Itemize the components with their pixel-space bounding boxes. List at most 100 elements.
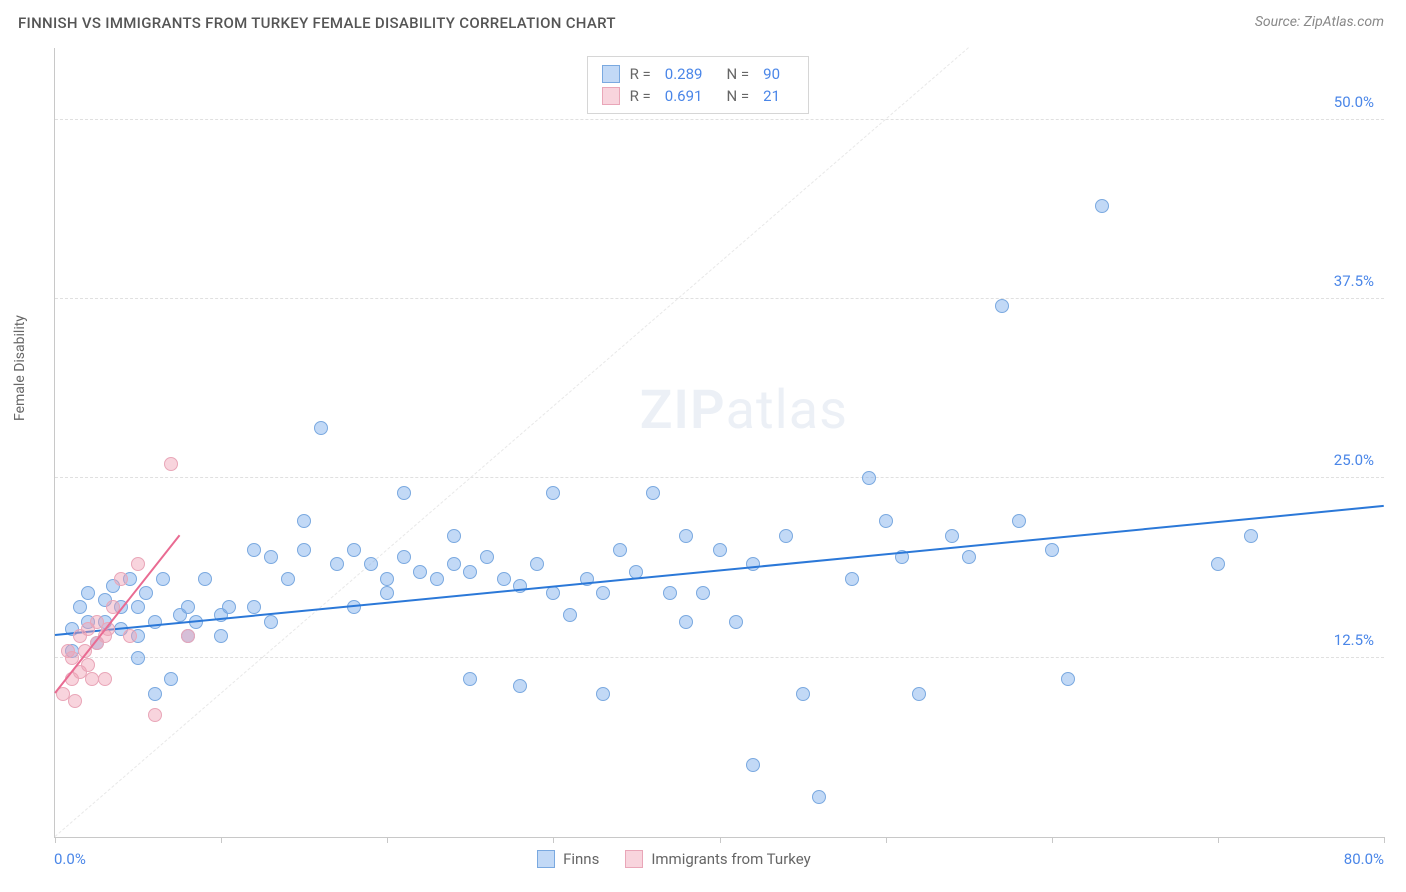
- legend-label: Immigrants from Turkey: [651, 850, 810, 868]
- x-tick: [720, 837, 721, 843]
- data-point: [131, 600, 145, 614]
- trend-line: [54, 534, 180, 693]
- data-point: [181, 600, 195, 614]
- legend-swatch: [602, 87, 620, 105]
- data-point: [181, 629, 195, 643]
- data-point: [131, 557, 145, 571]
- x-tick: [553, 837, 554, 843]
- data-point: [297, 514, 311, 528]
- data-point: [1045, 543, 1059, 557]
- data-point: [746, 557, 760, 571]
- data-point: [347, 600, 361, 614]
- data-point: [1244, 529, 1258, 543]
- y-tick-label: 37.5%: [1334, 272, 1374, 290]
- data-point: [812, 790, 826, 804]
- r-label: R =: [630, 87, 651, 105]
- gridline: [55, 657, 1384, 658]
- data-point: [596, 687, 610, 701]
- data-point: [995, 299, 1009, 313]
- data-point: [123, 629, 137, 643]
- data-point: [131, 651, 145, 665]
- data-point: [222, 600, 236, 614]
- watermark: ZIPatlas: [640, 379, 848, 442]
- data-point: [139, 586, 153, 600]
- legend-swatch: [537, 850, 555, 868]
- data-point: [1095, 199, 1109, 213]
- n-label: N =: [726, 65, 749, 83]
- data-point: [546, 486, 560, 500]
- x-tick: [387, 837, 388, 843]
- correlation-row: R =0.691N =21: [602, 85, 794, 107]
- y-tick-label: 50.0%: [1334, 93, 1374, 111]
- data-point: [663, 586, 677, 600]
- data-point: [281, 572, 295, 586]
- data-point: [596, 586, 610, 600]
- data-point: [447, 557, 461, 571]
- data-point: [297, 543, 311, 557]
- x-axis-start-label: 0.0%: [54, 850, 86, 868]
- data-point: [264, 550, 278, 564]
- data-point: [347, 543, 361, 557]
- gridline: [55, 298, 1384, 299]
- n-value: 90: [763, 65, 780, 83]
- data-point: [845, 572, 859, 586]
- data-point: [85, 672, 99, 686]
- data-point: [879, 514, 893, 528]
- correlation-legend: R =0.289N =90R =0.691N =21: [587, 56, 809, 114]
- x-tick: [886, 837, 887, 843]
- header: FINNISH VS IMMIGRANTS FROM TURKEY FEMALE…: [0, 0, 1406, 42]
- x-tick: [221, 837, 222, 843]
- data-point: [114, 572, 128, 586]
- y-tick-label: 25.0%: [1334, 451, 1374, 469]
- data-point: [156, 572, 170, 586]
- data-point: [646, 486, 660, 500]
- data-point: [679, 615, 693, 629]
- x-tick: [55, 837, 56, 843]
- x-tick: [1218, 837, 1219, 843]
- data-point: [862, 471, 876, 485]
- x-tick: [1052, 837, 1053, 843]
- data-point: [397, 550, 411, 564]
- data-point: [613, 543, 627, 557]
- data-point: [164, 457, 178, 471]
- data-point: [463, 565, 477, 579]
- data-point: [380, 586, 394, 600]
- data-point: [563, 608, 577, 622]
- data-point: [68, 694, 82, 708]
- gridline: [55, 477, 1384, 478]
- data-point: [164, 672, 178, 686]
- data-point: [696, 586, 710, 600]
- data-point: [264, 615, 278, 629]
- data-point: [247, 543, 261, 557]
- gridline: [55, 119, 1384, 120]
- data-point: [447, 529, 461, 543]
- data-point: [945, 529, 959, 543]
- data-point: [779, 529, 793, 543]
- data-point: [314, 421, 328, 435]
- legend-label: Finns: [563, 850, 599, 868]
- y-axis-label: Female Disability: [12, 315, 28, 421]
- trend-line: [55, 505, 1384, 636]
- data-point: [713, 543, 727, 557]
- data-point: [912, 687, 926, 701]
- correlation-row: R =0.289N =90: [602, 63, 794, 85]
- data-point: [497, 572, 511, 586]
- data-point: [81, 658, 95, 672]
- data-point: [364, 557, 378, 571]
- data-point: [247, 600, 261, 614]
- data-point: [73, 600, 87, 614]
- data-point: [214, 629, 228, 643]
- data-point: [1211, 557, 1225, 571]
- data-point: [148, 708, 162, 722]
- legend-swatch: [625, 850, 643, 868]
- data-point: [746, 758, 760, 772]
- source-label: Source: ZipAtlas.com: [1255, 14, 1384, 30]
- r-value: 0.289: [665, 65, 703, 83]
- data-point: [796, 687, 810, 701]
- data-point: [729, 615, 743, 629]
- r-value: 0.691: [665, 87, 703, 105]
- y-tick-label: 12.5%: [1334, 631, 1374, 649]
- data-point: [397, 486, 411, 500]
- data-point: [413, 565, 427, 579]
- diagonal-reference-line: [55, 47, 969, 837]
